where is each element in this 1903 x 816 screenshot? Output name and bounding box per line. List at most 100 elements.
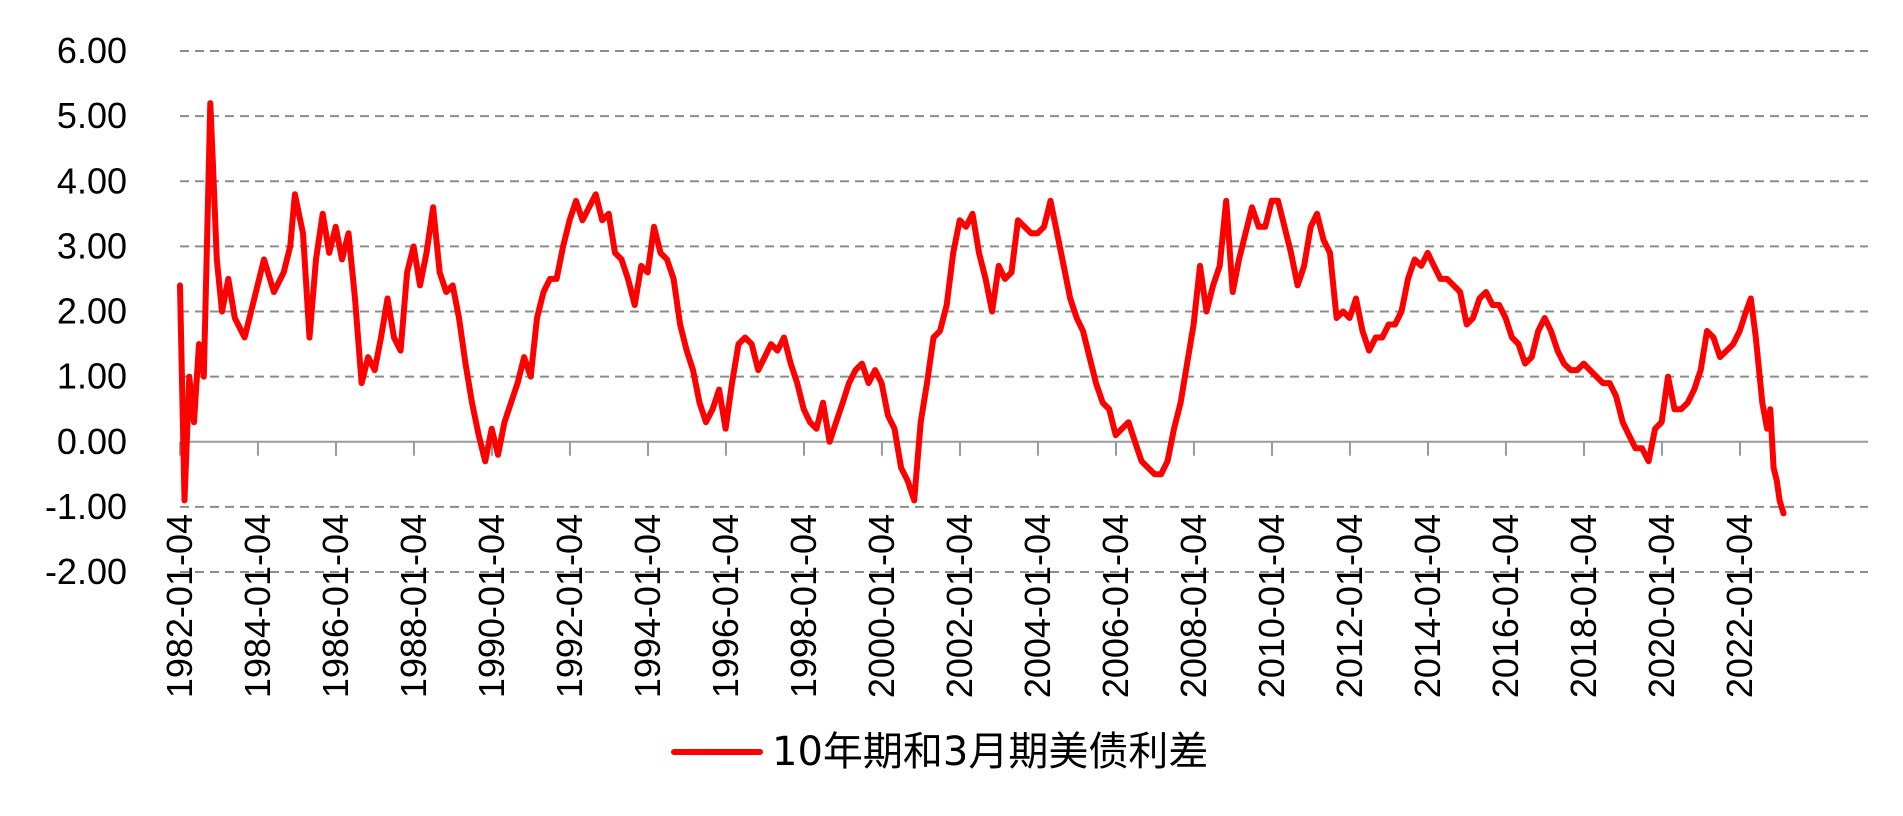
- data-point: [581, 219, 584, 222]
- data-point: [718, 388, 721, 391]
- data-point: [900, 466, 903, 469]
- data-point: [386, 297, 389, 300]
- series-line: [177, 100, 1787, 517]
- data-point: [796, 382, 799, 385]
- data-point: [1537, 330, 1540, 332]
- data-point: [1465, 323, 1468, 326]
- data-point: [315, 258, 317, 261]
- x-tick-label: 1988-01-04: [393, 514, 434, 698]
- data-point: [1407, 277, 1409, 280]
- data-point: [503, 421, 506, 424]
- data-point: [542, 291, 545, 293]
- data-point: [880, 382, 883, 385]
- x-tick-label: 2018-01-04: [1563, 514, 1604, 698]
- data-point: [698, 401, 701, 404]
- data-point: [562, 245, 565, 248]
- data-point: [549, 277, 551, 280]
- data-point: [1400, 310, 1403, 313]
- data-point: [1244, 232, 1247, 235]
- legend: 10年期和3月期美债利差: [671, 729, 1208, 775]
- data-point: [1433, 264, 1435, 267]
- data-point: [1725, 349, 1728, 352]
- data-point: [1049, 199, 1052, 202]
- data-point: [183, 499, 186, 502]
- data-point: [1082, 330, 1084, 332]
- x-tick-label: 2004-01-04: [1017, 514, 1058, 698]
- data-point: [1769, 408, 1772, 411]
- data-point: [206, 212, 209, 215]
- data-point: [1069, 297, 1072, 300]
- data-point: [913, 499, 916, 502]
- data-point: [1719, 356, 1721, 359]
- data-point: [1517, 343, 1520, 346]
- data-point: [282, 271, 285, 274]
- data-point: [841, 401, 844, 404]
- data-point: [1355, 297, 1357, 300]
- data-point: [328, 251, 331, 254]
- data-point: [1186, 362, 1189, 365]
- data-point: [221, 310, 223, 313]
- data-point: [243, 336, 246, 339]
- data-point: [263, 258, 265, 261]
- x-tick-label: 2008-01-04: [1173, 514, 1214, 698]
- data-point: [1478, 297, 1481, 300]
- data-point: [666, 258, 668, 261]
- data-point: [464, 362, 467, 365]
- data-point: [360, 382, 363, 385]
- data-point: [646, 271, 649, 274]
- data-point: [438, 271, 441, 274]
- data-point: [1693, 388, 1696, 391]
- data-point: [789, 362, 792, 365]
- x-tick-label: 1994-01-04: [627, 514, 668, 698]
- data-point: [1504, 317, 1507, 319]
- data-point: [1524, 362, 1527, 365]
- data-point: [253, 297, 256, 300]
- data-point: [614, 251, 616, 254]
- y-tick-label: 0.00: [57, 421, 127, 462]
- data-point: [978, 251, 980, 254]
- data-point: [952, 251, 955, 254]
- data-point: [783, 336, 785, 339]
- data-point: [939, 330, 941, 332]
- data-point: [233, 317, 236, 319]
- data-point: [1342, 310, 1345, 313]
- data-point: [536, 317, 538, 319]
- x-tick-label: 2006-01-04: [1095, 514, 1136, 698]
- data-point: [887, 414, 889, 417]
- data-point: [1290, 251, 1292, 254]
- data-point: [1595, 375, 1598, 378]
- data-point: [724, 427, 727, 430]
- data-point: [212, 167, 215, 170]
- x-tick-label: 2000-01-04: [861, 514, 902, 698]
- data-point: [861, 362, 863, 365]
- data-point: [1238, 258, 1240, 261]
- data-point: [393, 336, 395, 339]
- data-point: [874, 369, 877, 372]
- data-point: [202, 375, 205, 378]
- data-point: [1569, 369, 1572, 372]
- data-point: [419, 284, 421, 287]
- data-point: [1782, 512, 1785, 515]
- data-point: [1660, 421, 1663, 424]
- x-tick-label: 1998-01-04: [783, 514, 824, 698]
- data-point: [1491, 304, 1494, 306]
- y-tick-label: 4.00: [57, 160, 127, 201]
- data-point: [523, 356, 526, 359]
- data-point: [653, 225, 655, 228]
- data-point: [991, 310, 994, 313]
- data-point: [1368, 349, 1371, 352]
- data-point: [1706, 330, 1708, 332]
- data-point: [1043, 225, 1045, 228]
- data-point: [744, 336, 747, 339]
- data-point: [1628, 434, 1630, 437]
- data-point: [1303, 264, 1306, 267]
- data-point: [1329, 251, 1331, 254]
- data-point: [848, 382, 850, 385]
- data-point: [1381, 336, 1384, 339]
- data-point: [1010, 271, 1013, 274]
- data-point: [1680, 408, 1683, 411]
- data-point: [367, 356, 370, 359]
- data-point: [1108, 408, 1111, 411]
- legend-label: 10年期和3月期美债利差: [772, 729, 1208, 775]
